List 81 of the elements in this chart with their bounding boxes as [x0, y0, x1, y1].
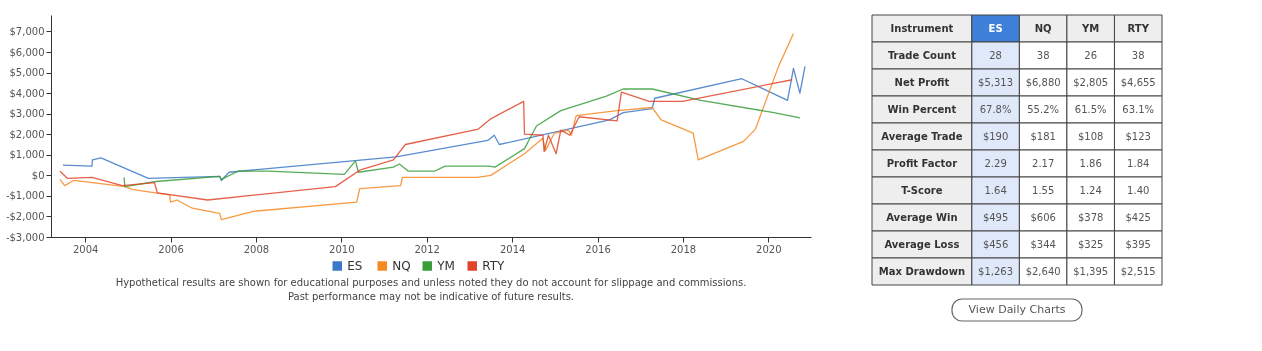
- text: $2,515: [1120, 265, 1156, 277]
- text: $606: [1030, 211, 1056, 223]
- text: $495: [982, 211, 1009, 223]
- text: $181: [1030, 130, 1056, 142]
- text: $108: [1077, 130, 1104, 142]
- line-series: [62, 65, 806, 182]
- y-tick-label: $5,000: [9, 67, 45, 79]
- legend-label: RTY: [482, 259, 506, 273]
- text: $1,263: [978, 265, 1014, 277]
- x-tick-label: 2014: [499, 243, 526, 255]
- x-tick-label: 2010: [329, 243, 355, 255]
- y-tick-label: -$1,000: [5, 190, 45, 202]
- text: 1.64: [984, 184, 1007, 196]
- text: 55.2%: [1027, 103, 1060, 115]
- text: 63.1%: [1122, 103, 1155, 115]
- text: 1.55: [1032, 184, 1055, 196]
- y-tick-label: $7,000: [9, 25, 45, 37]
- text: $425: [1125, 211, 1151, 223]
- x-tick-label: 2012: [414, 243, 440, 255]
- text: 28: [989, 49, 1002, 61]
- x-tick-label: 2006: [158, 243, 184, 255]
- text: ES: [988, 22, 1003, 34]
- text: 2.17: [1032, 157, 1055, 169]
- y-tick-label: -$2,000: [5, 210, 45, 222]
- text: $395: [1125, 238, 1151, 250]
- text: $378: [1077, 211, 1104, 223]
- text: Hypothetical results are shown for educational purposes and unless noted they do not account for slippage and commissions.: [115, 277, 747, 288]
- text: 61.5%: [1074, 103, 1107, 115]
- text: View Daily Charts: [968, 303, 1066, 316]
- x-tick-label: 2018: [670, 243, 697, 255]
- text: 26: [1084, 49, 1098, 61]
- text: 38: [1036, 49, 1050, 61]
- text: 1.24: [1079, 184, 1102, 196]
- text: 67.8%: [979, 103, 1012, 115]
- text: Average Trade: [881, 130, 963, 142]
- text: Profit Factor: [886, 157, 958, 169]
- legend-label: YM: [436, 259, 455, 273]
- text: $325: [1077, 238, 1104, 250]
- text: $456: [982, 238, 1009, 250]
- line-series: [59, 32, 795, 221]
- y-tick-label: $6,000: [9, 46, 45, 58]
- text: 1.84: [1127, 157, 1150, 169]
- text: Win Percent: [887, 103, 957, 115]
- text: 1.40: [1127, 184, 1150, 196]
- text: $4,655: [1120, 76, 1156, 88]
- text: $2,805: [1073, 76, 1109, 88]
- text: Net Profit: [894, 76, 950, 88]
- text: RTY: [1127, 22, 1150, 34]
- text: Past performance may not be indicative of future results.: [287, 291, 575, 302]
- y-tick-label: $2,000: [9, 128, 45, 140]
- text: Max Drawdown: [878, 265, 966, 277]
- y-tick-label: $4,000: [9, 87, 45, 99]
- text: $190: [982, 130, 1009, 142]
- legend-label: NQ: [392, 259, 411, 273]
- x-tick-label: 2004: [72, 243, 99, 255]
- text: $6,880: [1025, 76, 1061, 88]
- text: 2.29: [984, 157, 1007, 169]
- y-tick-label: $0: [31, 169, 45, 181]
- text: Average Loss: [884, 238, 960, 250]
- text: Trade Count: [887, 49, 957, 61]
- text: $1,395: [1073, 265, 1109, 277]
- text: Instrument: [890, 22, 954, 34]
- legend-label: ES: [347, 259, 363, 273]
- y-tick-label: $3,000: [9, 108, 45, 120]
- line-series: [59, 79, 793, 201]
- text: T-Score: [901, 184, 943, 196]
- text: 1.86: [1079, 157, 1102, 169]
- x-tick-label: 2016: [585, 243, 611, 255]
- x-tick-label: 2008: [243, 243, 270, 255]
- y-tick-label: -$3,000: [5, 231, 45, 243]
- line-series: [123, 88, 801, 188]
- text: $123: [1125, 130, 1151, 142]
- text: 38: [1131, 49, 1145, 61]
- x-tick-label: 2020: [756, 243, 782, 255]
- text: $2,640: [1025, 265, 1061, 277]
- text: NQ: [1034, 22, 1052, 34]
- text: $5,313: [978, 76, 1014, 88]
- text: YM: [1081, 22, 1100, 34]
- text: Average Win: [886, 211, 958, 223]
- text: $344: [1030, 238, 1056, 250]
- y-tick-label: $1,000: [9, 149, 45, 161]
